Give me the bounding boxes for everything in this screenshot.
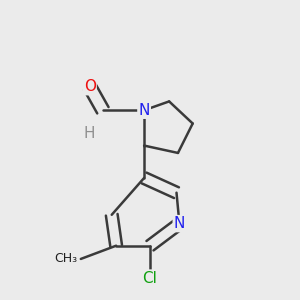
Text: O: O — [84, 79, 96, 94]
Text: CH₃: CH₃ — [55, 252, 78, 266]
Text: N: N — [174, 216, 185, 231]
Text: Cl: Cl — [142, 271, 158, 286]
Text: H: H — [84, 126, 95, 141]
Text: N: N — [138, 103, 150, 118]
